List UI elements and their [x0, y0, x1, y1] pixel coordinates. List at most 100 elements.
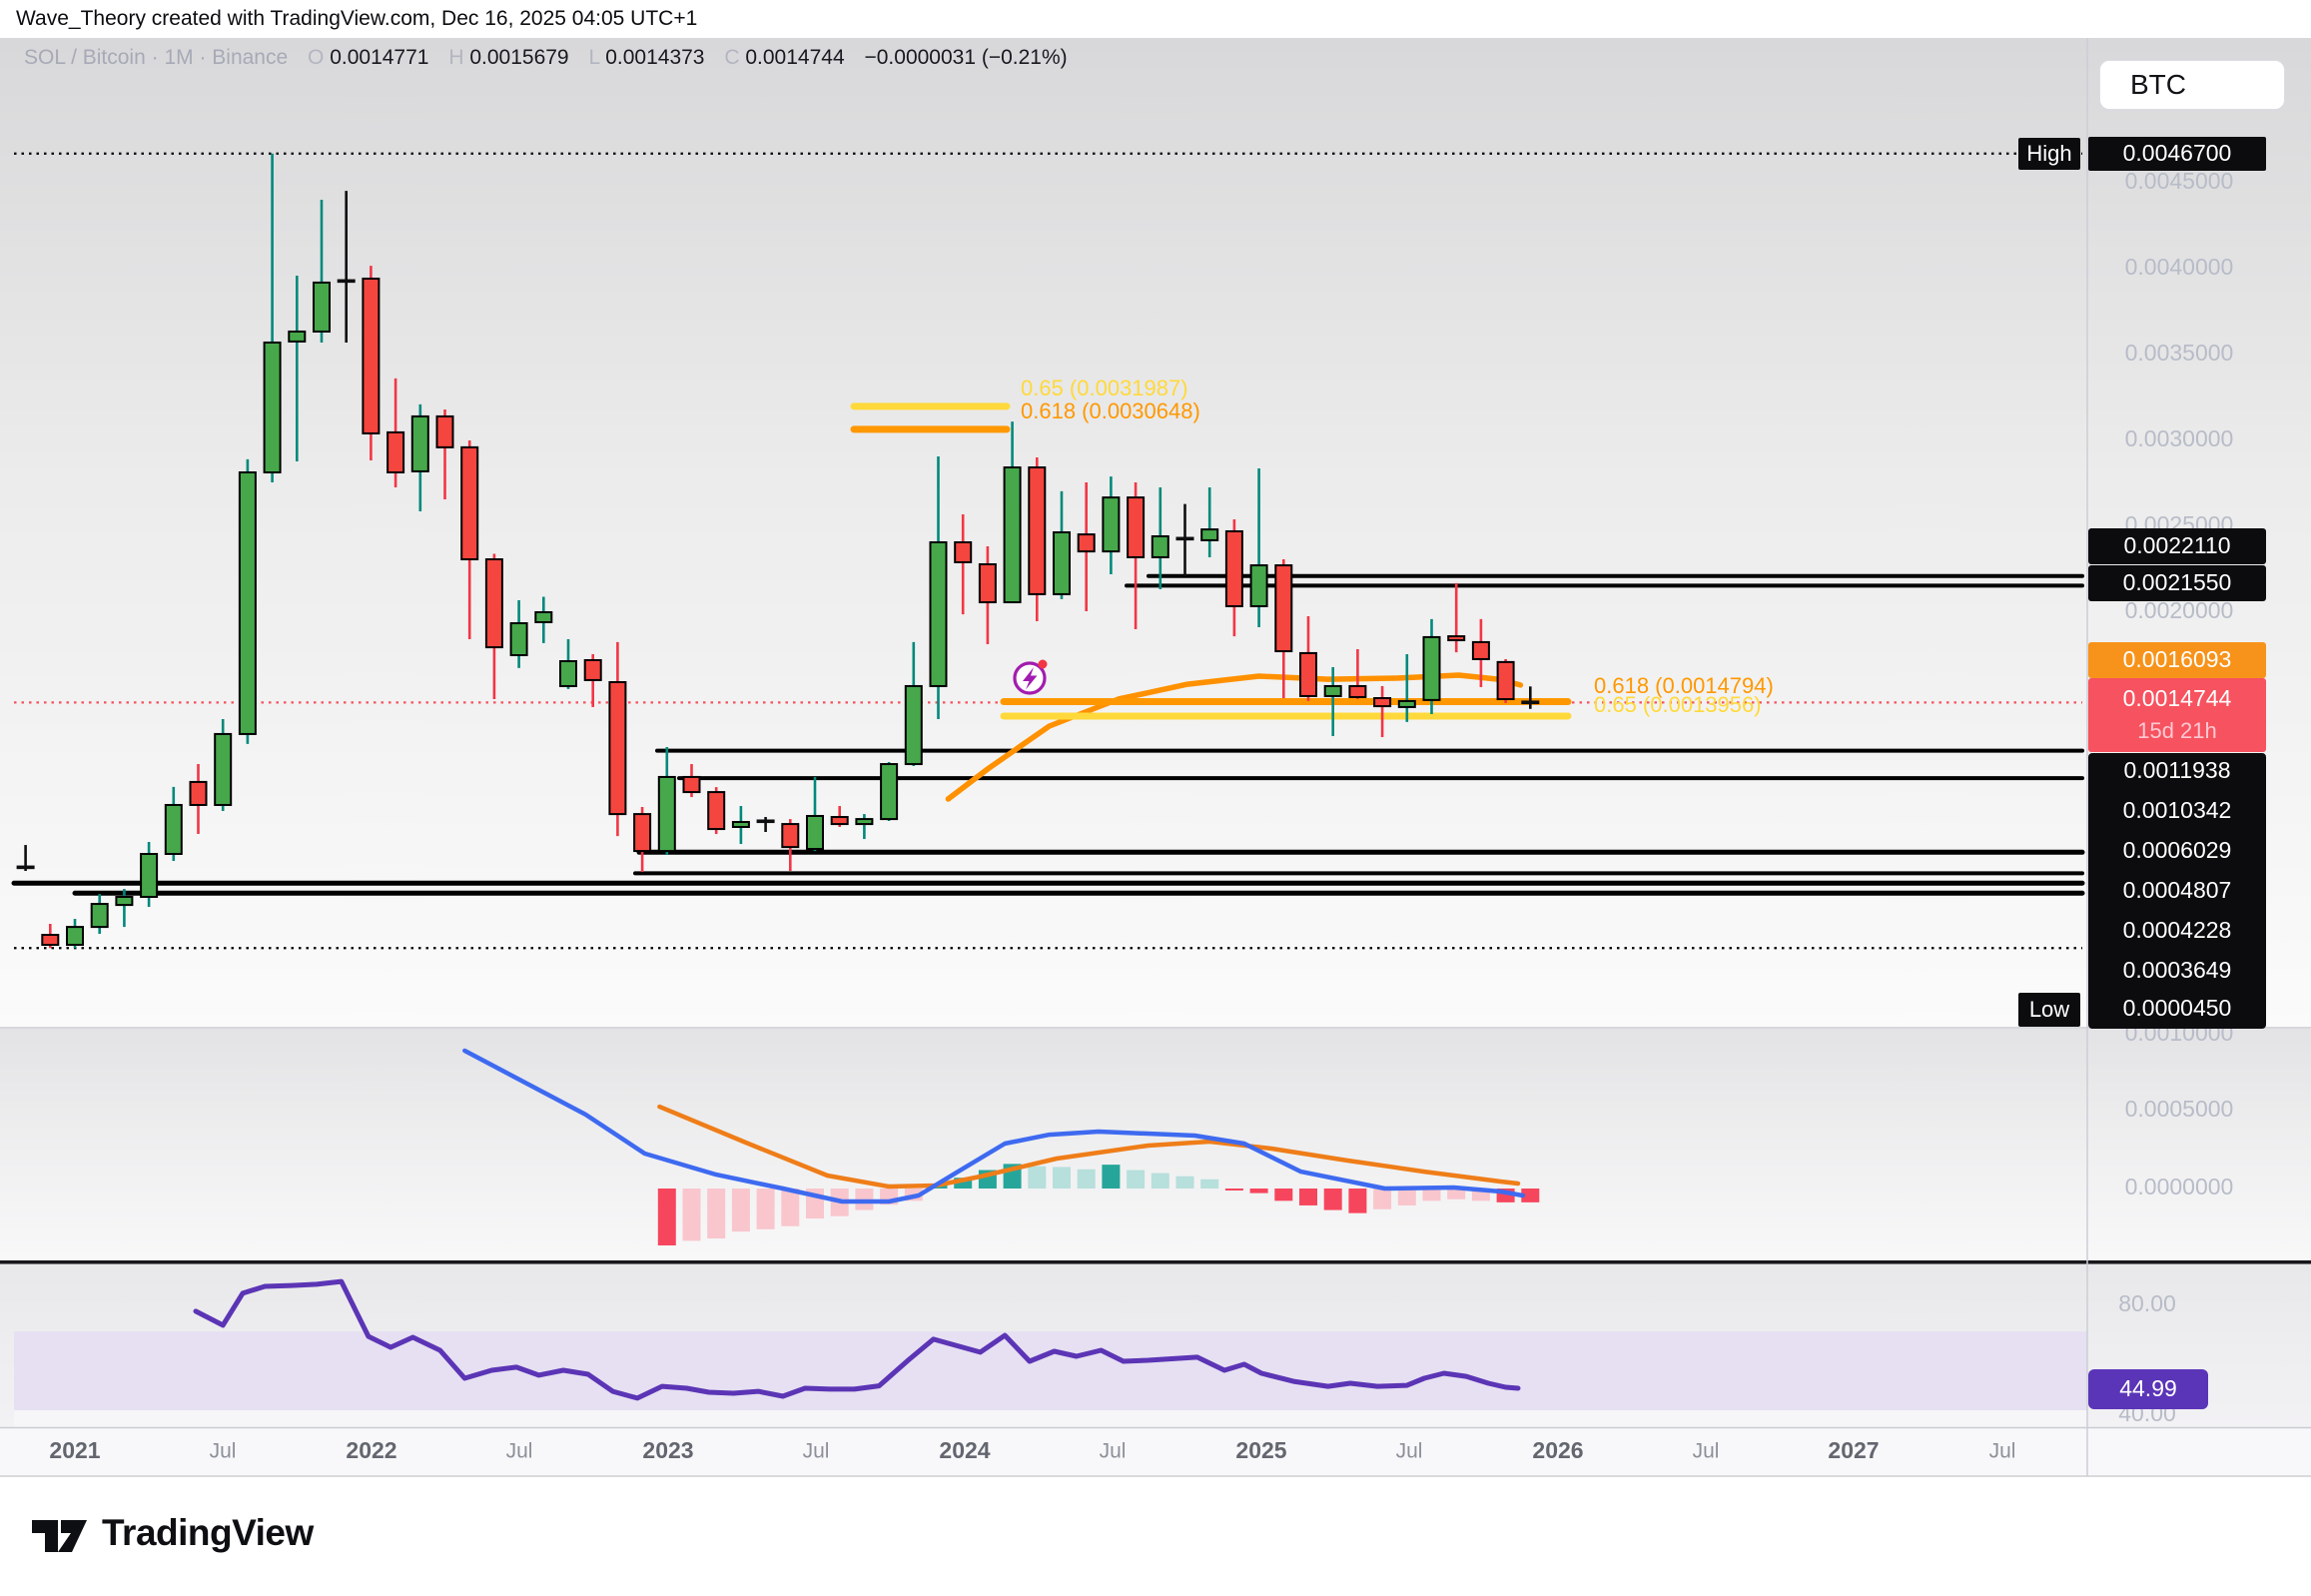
price-scale-unit-button[interactable]: BTC	[2099, 60, 2285, 110]
time-tick: 2021	[49, 1437, 100, 1463]
candle-body	[1373, 697, 1392, 708]
macd-hist-bar	[1102, 1165, 1121, 1189]
candle-body	[362, 277, 381, 434]
candle-body	[559, 660, 577, 687]
candle-body	[534, 611, 553, 623]
candle-body	[238, 470, 257, 735]
price-badge-text: 0.0021550	[2123, 569, 2232, 595]
macd-hist-bar	[1028, 1166, 1047, 1189]
open-value: 0.0014771	[330, 46, 429, 69]
candle-body	[140, 853, 159, 899]
candle-body	[1496, 660, 1515, 701]
candle-body	[731, 821, 750, 829]
candle-doji	[1521, 700, 1540, 705]
macd-tick: 0.0005000	[2125, 1096, 2234, 1122]
macd-hist-bar	[1397, 1189, 1416, 1205]
candle-body	[1323, 684, 1342, 697]
candle-body	[1224, 529, 1243, 607]
price-badge-text: 0.0046700	[2123, 140, 2232, 166]
close-label: C	[724, 46, 740, 69]
price-badge-text: 0.0022110	[2123, 532, 2230, 558]
high-value: 0.0015679	[469, 46, 569, 69]
macd-line	[462, 1048, 1526, 1204]
symbol-legend[interactable]: SOL / Bitcoin · 1M · Binance O 0.0014771…	[24, 46, 1068, 70]
candle-body	[164, 803, 183, 856]
macd-hist-bar	[1348, 1189, 1367, 1213]
macd-hist-bar	[781, 1189, 800, 1226]
price-badge	[2088, 528, 2266, 564]
macd-hist-bar	[954, 1178, 973, 1189]
price-badge-text: 15d 21h	[2137, 718, 2217, 743]
time-tick: Jul	[506, 1440, 533, 1463]
candle-body	[781, 823, 800, 849]
symbol-description[interactable]: SOL / Bitcoin · 1M · Binance	[24, 46, 289, 69]
macd-hist-bar	[731, 1189, 750, 1232]
candle-body	[288, 330, 307, 343]
candles-series	[16, 153, 1540, 949]
candle-body	[1200, 528, 1219, 541]
candle-body	[214, 732, 233, 806]
candle-body	[263, 341, 282, 473]
candle-body	[1077, 533, 1096, 553]
candle-doji	[756, 819, 775, 824]
candle-body	[657, 775, 676, 853]
time-tick: Jul	[1396, 1440, 1423, 1463]
candle-body	[410, 414, 429, 472]
candle-body	[1127, 496, 1146, 558]
candle-body	[1299, 651, 1317, 697]
price-axis[interactable]: 0.0045000 0.0040000 0.0035000 0.0030000 0.00…	[2018, 137, 2266, 1426]
macd-hist-bar	[1373, 1189, 1392, 1209]
lightning-icon[interactable]	[1013, 659, 1048, 695]
fib-label: 0.65 (0.0013956)	[1594, 692, 1762, 717]
time-tick: 2026	[1532, 1437, 1583, 1463]
candle-body	[484, 558, 503, 649]
time-tick: Jul	[1989, 1440, 2016, 1463]
macd-hist-bar	[682, 1189, 701, 1241]
candle-body	[509, 622, 528, 656]
candle-body	[460, 445, 479, 561]
macd-hist-bar	[1249, 1189, 1268, 1194]
price-tick: 0.0040000	[2125, 254, 2234, 280]
price-badge-text: 0.0014744	[2123, 685, 2232, 711]
low-label: L	[588, 46, 600, 69]
macd-hist-bar	[1323, 1189, 1342, 1210]
time-tick: 2025	[1235, 1437, 1286, 1463]
time-tick: 2024	[939, 1437, 990, 1463]
titlebar: Wave_Theory created with TradingView.com…	[0, 0, 2311, 38]
candle-body	[90, 903, 109, 929]
price-badge-text: 44.99	[2119, 1375, 2177, 1401]
price-badge	[2088, 753, 2266, 1029]
candle-body	[1053, 531, 1071, 595]
price-badge	[2088, 137, 2266, 171]
open-label: O	[308, 46, 325, 69]
price-badge-text: 0.0004228	[2123, 917, 2232, 943]
price-badge-text: Low	[2029, 997, 2069, 1022]
price-tick: 0.0030000	[2125, 425, 2234, 451]
price-badge-text: 0.0003649	[2123, 957, 2232, 983]
fib-label: 0.65 (0.0031987)	[1021, 376, 1188, 400]
time-tick: Jul	[1693, 1440, 1720, 1463]
candle-body	[1397, 699, 1416, 708]
price-tick: 0.0020000	[2125, 597, 2234, 623]
rsi-tick: 80.00	[2118, 1290, 2176, 1316]
low-value: 0.0014373	[605, 46, 705, 69]
candle-body	[929, 540, 948, 687]
time-tick: Jul	[210, 1440, 237, 1463]
price-badge-text: 0.0010342	[2123, 797, 2232, 823]
candle-body	[313, 281, 331, 333]
tradingview-wordmark: TradingView	[102, 1512, 314, 1553]
time-axis[interactable]: 2021 Jul 2022 Jul 2023 Jul 2024 Jul 2025 Jul 2026 J…	[49, 1437, 2015, 1463]
macd-hist-bar	[1521, 1189, 1540, 1202]
candle-body	[1274, 564, 1293, 653]
macd-hist-bar	[1274, 1189, 1293, 1201]
ema-line	[945, 672, 1524, 802]
tradingview-attribution[interactable]: TradingView	[30, 1510, 314, 1556]
time-tick: 2023	[642, 1437, 693, 1463]
price-tick: 0.0035000	[2125, 340, 2234, 366]
rsi-line	[193, 1278, 1521, 1401]
candle-body	[435, 414, 454, 448]
macd-hist-bar	[1447, 1189, 1466, 1199]
candle-body	[1102, 496, 1121, 553]
